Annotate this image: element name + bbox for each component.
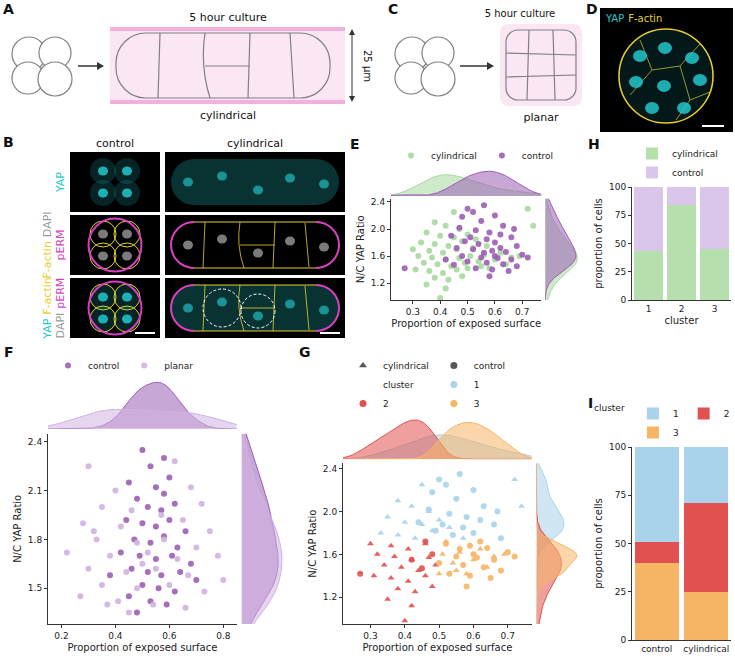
svg-text:H: H bbox=[588, 136, 600, 152]
svg-text:E: E bbox=[350, 136, 360, 152]
svg-text:YAPF-actin: YAPF-actin bbox=[41, 277, 54, 339]
svg-text:B: B bbox=[3, 134, 14, 150]
svg-text:0.7: 0.7 bbox=[501, 631, 515, 641]
svg-text:5 hour culture: 5 hour culture bbox=[189, 11, 267, 24]
svg-text:control: control bbox=[522, 151, 553, 161]
svg-text:2.1: 2.1 bbox=[28, 486, 42, 496]
svg-text:75: 75 bbox=[615, 490, 626, 500]
svg-text:0.3: 0.3 bbox=[406, 307, 420, 317]
svg-text:control: control bbox=[672, 168, 703, 178]
svg-text:cylindrical: cylindrical bbox=[227, 137, 283, 150]
svg-text:control: control bbox=[88, 361, 119, 371]
svg-text:0.4: 0.4 bbox=[108, 631, 123, 641]
svg-text:0.6: 0.6 bbox=[488, 307, 503, 317]
svg-text:25: 25 bbox=[615, 587, 626, 597]
svg-text:0: 0 bbox=[620, 635, 626, 645]
svg-text:control: control bbox=[474, 361, 505, 371]
svg-text:0.5: 0.5 bbox=[432, 631, 446, 641]
svg-text:Proportion of exposed surface: Proportion of exposed surface bbox=[67, 642, 217, 653]
svg-text:I: I bbox=[588, 395, 593, 411]
svg-text:planar: planar bbox=[164, 361, 193, 371]
svg-text:control: control bbox=[96, 137, 134, 150]
svg-text:25 µm: 25 µm bbox=[362, 50, 373, 82]
svg-text:2.4: 2.4 bbox=[371, 197, 386, 207]
svg-text:D: D bbox=[586, 1, 598, 17]
svg-text:N/C YAP Ratio: N/C YAP Ratio bbox=[355, 215, 366, 283]
svg-text:1.8: 1.8 bbox=[28, 535, 43, 545]
svg-text:Proportion of exposed surface: Proportion of exposed surface bbox=[362, 642, 512, 653]
svg-text:2.0: 2.0 bbox=[323, 507, 338, 517]
svg-text:0.8: 0.8 bbox=[216, 631, 231, 641]
svg-text:2.0: 2.0 bbox=[371, 224, 386, 234]
svg-text:1.5: 1.5 bbox=[28, 583, 42, 593]
svg-text:2: 2 bbox=[724, 409, 730, 419]
svg-text:0.3: 0.3 bbox=[363, 631, 377, 641]
svg-text:3: 3 bbox=[712, 304, 718, 314]
svg-text:cylindrical: cylindrical bbox=[200, 109, 256, 122]
svg-text:N/C YAP Ratio: N/C YAP Ratio bbox=[307, 510, 318, 578]
svg-text:100: 100 bbox=[609, 182, 626, 192]
svg-text:1.6: 1.6 bbox=[371, 251, 386, 261]
svg-text:cylindrical: cylindrical bbox=[672, 149, 718, 159]
svg-text:A: A bbox=[3, 1, 14, 17]
svg-text:YAPF-actin: YAPF-actin bbox=[605, 13, 662, 24]
svg-text:1.6: 1.6 bbox=[323, 550, 338, 560]
svg-text:1: 1 bbox=[673, 409, 679, 419]
svg-text:1: 1 bbox=[646, 304, 652, 314]
svg-text:5 hour culture: 5 hour culture bbox=[485, 8, 556, 19]
svg-text:0.4: 0.4 bbox=[433, 307, 448, 317]
svg-text:0.6: 0.6 bbox=[162, 631, 177, 641]
svg-text:0.6: 0.6 bbox=[466, 631, 481, 641]
svg-text:cluster: cluster bbox=[664, 315, 699, 326]
svg-text:1.2: 1.2 bbox=[323, 592, 337, 602]
svg-text:1: 1 bbox=[474, 380, 480, 390]
svg-text:100: 100 bbox=[609, 442, 626, 452]
svg-text:1.2: 1.2 bbox=[371, 278, 385, 288]
svg-text:25: 25 bbox=[615, 267, 626, 277]
svg-text:cluster: cluster bbox=[383, 380, 414, 390]
svg-text:cylindrical: cylindrical bbox=[683, 644, 729, 654]
svg-text:2: 2 bbox=[679, 304, 685, 314]
svg-text:3: 3 bbox=[474, 399, 480, 409]
svg-text:N/C YAP Ratio: N/C YAP Ratio bbox=[12, 495, 23, 563]
svg-text:cylindrical: cylindrical bbox=[383, 361, 429, 371]
svg-text:0.2: 0.2 bbox=[54, 631, 68, 641]
svg-text:YAP: YAP bbox=[54, 172, 67, 193]
svg-text:C: C bbox=[388, 1, 398, 17]
svg-text:cluster: cluster bbox=[594, 403, 625, 413]
svg-text:G: G bbox=[299, 344, 311, 360]
svg-text:pERM: pERM bbox=[54, 229, 67, 260]
svg-text:DAPIpERM: DAPIpERM bbox=[54, 278, 67, 339]
svg-text:75: 75 bbox=[615, 210, 626, 220]
svg-text:proportion of cells: proportion of cells bbox=[593, 498, 604, 589]
svg-text:0.5: 0.5 bbox=[460, 307, 474, 317]
svg-text:0.4: 0.4 bbox=[398, 631, 413, 641]
svg-text:F-actinDAPI: F-actinDAPI bbox=[41, 211, 54, 278]
svg-text:Proportion of exposed surface: Proportion of exposed surface bbox=[391, 318, 541, 329]
svg-text:2.4: 2.4 bbox=[323, 464, 338, 474]
svg-text:3: 3 bbox=[673, 428, 679, 438]
svg-text:cylindrical: cylindrical bbox=[431, 151, 477, 161]
svg-text:0: 0 bbox=[620, 295, 626, 305]
svg-text:50: 50 bbox=[615, 239, 627, 249]
svg-text:proportion of cells: proportion of cells bbox=[593, 198, 604, 289]
svg-text:F: F bbox=[4, 344, 14, 360]
svg-text:0.7: 0.7 bbox=[515, 307, 529, 317]
svg-text:2: 2 bbox=[383, 399, 389, 409]
svg-text:2.4: 2.4 bbox=[28, 437, 43, 447]
svg-text:planar: planar bbox=[523, 111, 558, 124]
svg-text:50: 50 bbox=[615, 539, 627, 549]
svg-text:control: control bbox=[641, 644, 672, 654]
